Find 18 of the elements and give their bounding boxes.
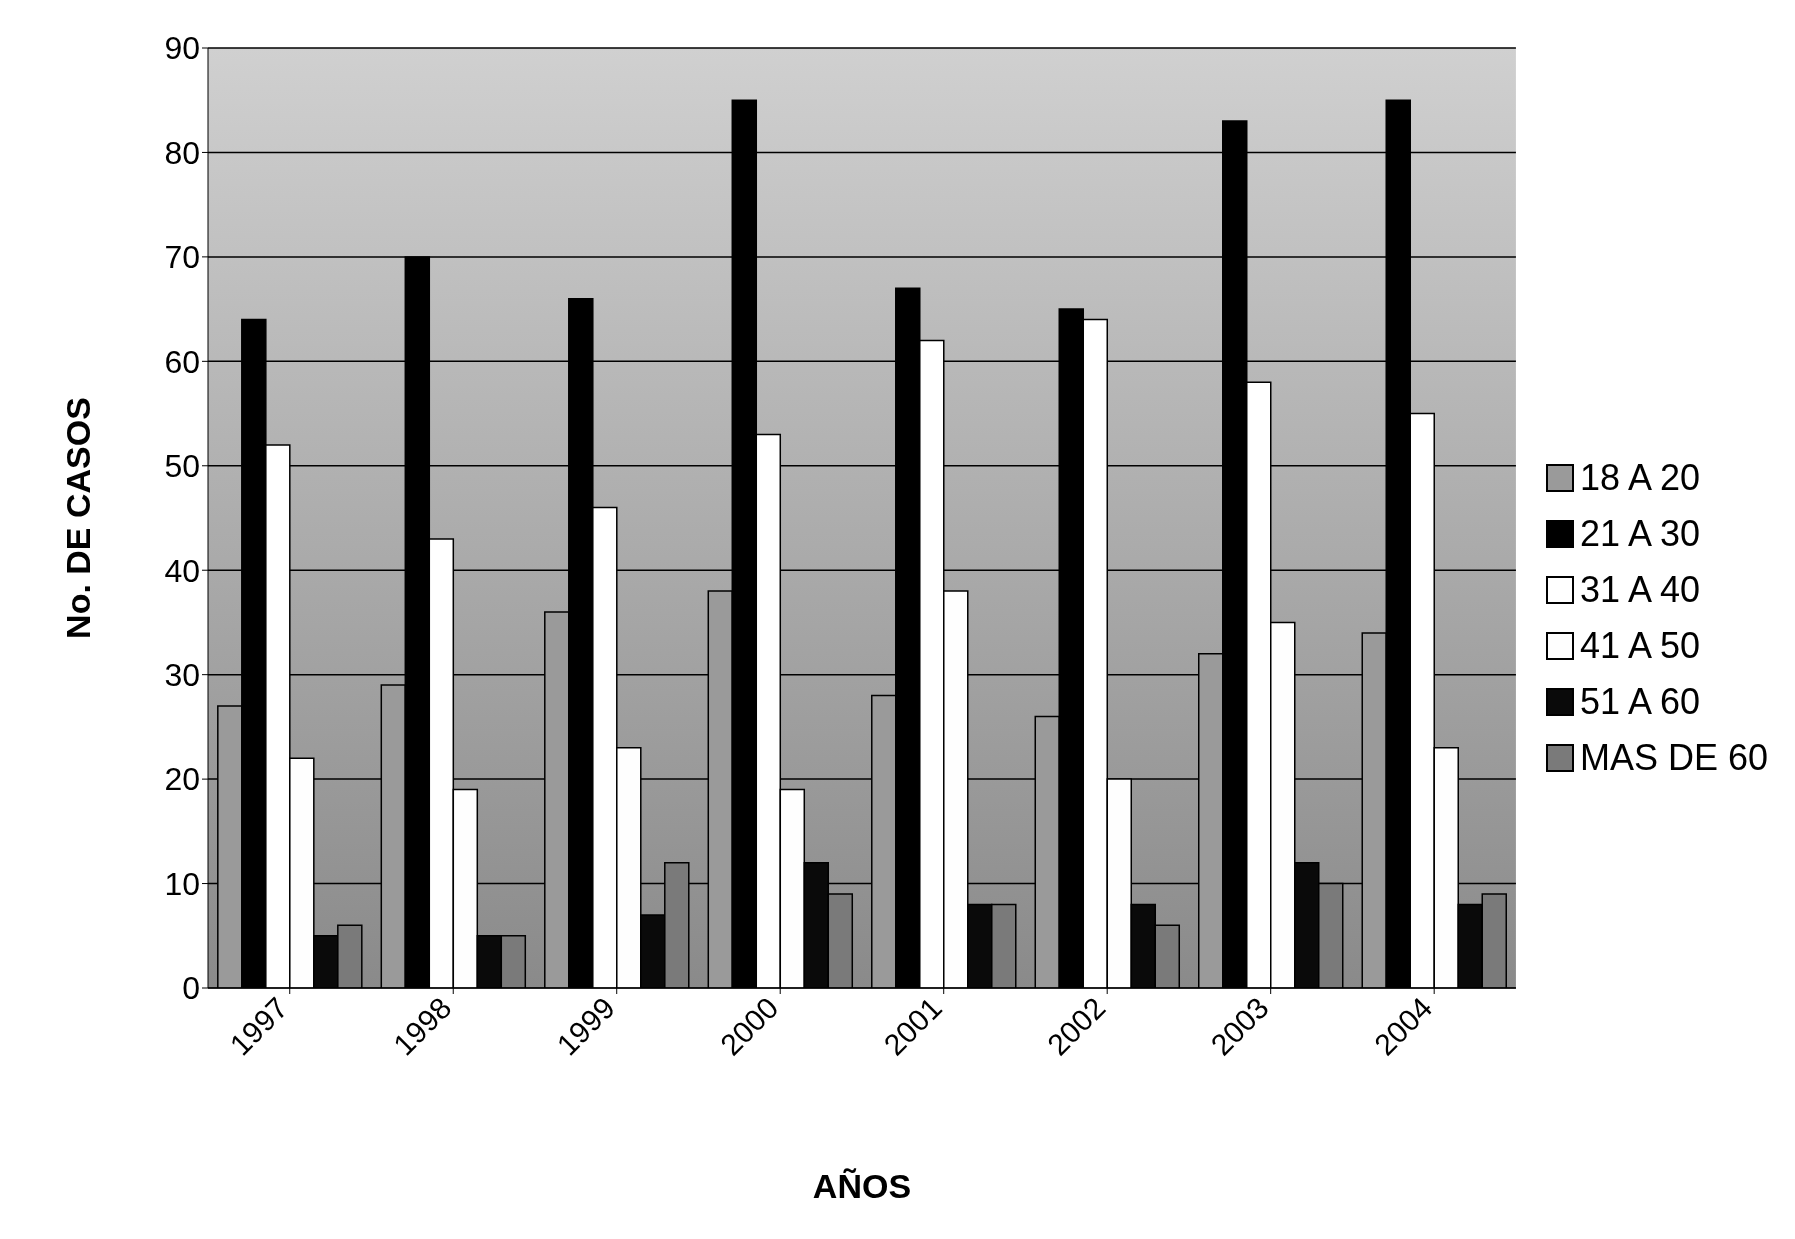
y-tick-label: 40 bbox=[164, 552, 200, 589]
y-tick-label: 50 bbox=[164, 448, 200, 485]
legend-label: 31 A 40 bbox=[1579, 569, 1701, 611]
legend-label: 21 A 30 bbox=[1579, 513, 1701, 555]
x-axis-title: AÑOS bbox=[812, 1167, 912, 1205]
y-tick-label: 60 bbox=[164, 343, 200, 380]
legend-label: 51 A 60 bbox=[1579, 681, 1701, 723]
y-tick-label: 90 bbox=[164, 30, 200, 67]
y-tick-label: 80 bbox=[164, 134, 200, 171]
legend-label: MAS DE 60 bbox=[1579, 737, 1768, 779]
y-tick-label: 70 bbox=[164, 239, 200, 276]
y-tick-label: 10 bbox=[164, 865, 200, 902]
y-tick-label: 20 bbox=[164, 761, 200, 798]
legend-label: 41 A 50 bbox=[1579, 625, 1701, 667]
legend-label: 18 A 20 bbox=[1579, 457, 1701, 499]
y-tick-label: 30 bbox=[164, 657, 200, 694]
y-tick-label: 0 bbox=[182, 970, 200, 1007]
y-axis-title: No. DE CASOS bbox=[59, 397, 98, 639]
